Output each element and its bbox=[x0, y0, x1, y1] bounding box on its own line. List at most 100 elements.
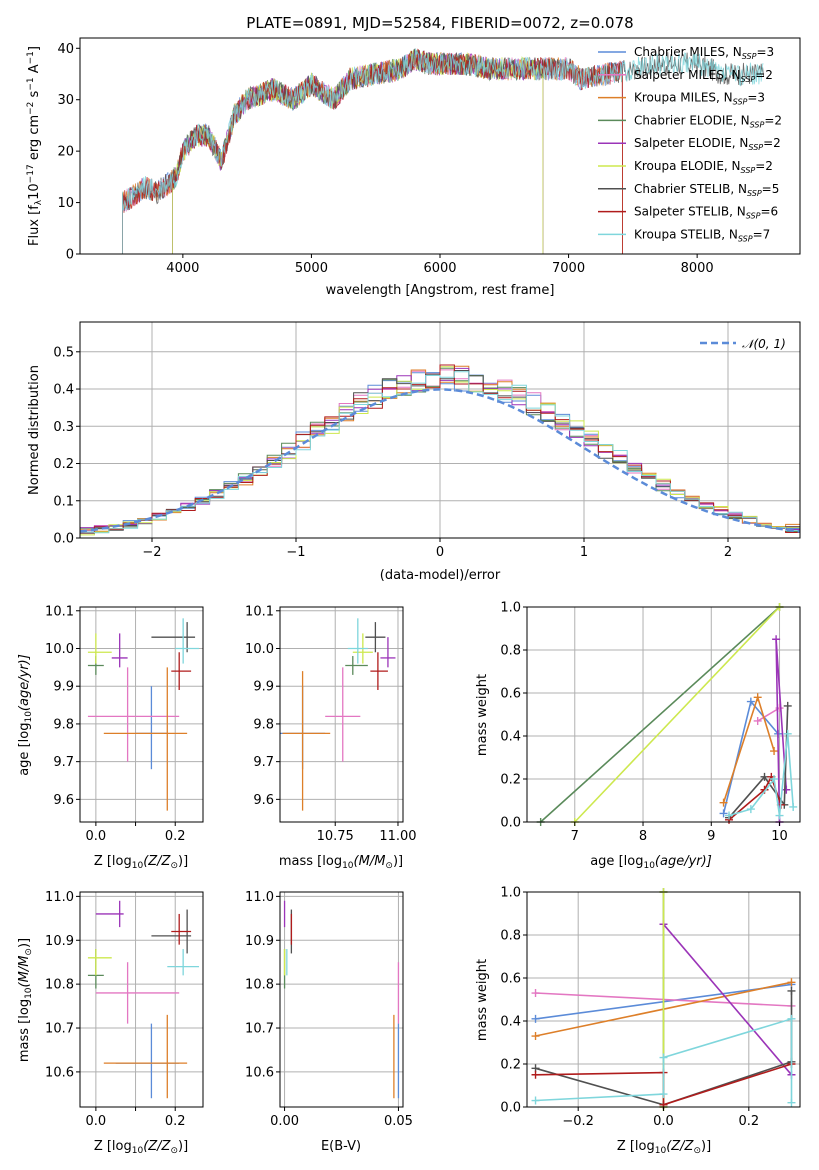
legend-entry-label: Salpeter STELIB, NSSP=6 bbox=[634, 205, 778, 221]
mass-x-label-part: ⊙ bbox=[385, 861, 393, 871]
legend-text: Chabrier STELIB, N bbox=[634, 182, 747, 196]
weight-vs-z-y-label: mass weight bbox=[475, 959, 490, 1041]
legend-text: Kroupa ELODIE, N bbox=[634, 159, 741, 173]
mass-x-label-part: mass [log bbox=[279, 854, 342, 869]
x-tick-label: 10.75 bbox=[317, 829, 354, 844]
x-tick-label: 0.2 bbox=[165, 1114, 186, 1129]
weight-series-line bbox=[540, 606, 781, 823]
y-tick-label: 10.1 bbox=[45, 604, 74, 619]
spectrum-series-group bbox=[122, 47, 764, 254]
weight-series-line bbox=[757, 707, 780, 722]
mass-y-label-part: (M/M bbox=[17, 956, 32, 988]
y-tick-label: 10.7 bbox=[45, 1022, 74, 1037]
spectrum-y-label-part: −17 bbox=[26, 164, 36, 183]
legend-subscript: SSP bbox=[746, 212, 761, 221]
spectrum-y-label-part: Flux [f bbox=[27, 205, 42, 246]
weight-point-marker bbox=[719, 809, 728, 818]
legend-subscript: SSP bbox=[741, 166, 756, 175]
weight-vs-metallicity-marks: −0.2 0.0 0.2 0.0 0.2 0.4 0.6 0.8 1.0 bbox=[500, 886, 801, 1129]
weight-point-marker bbox=[787, 986, 796, 995]
x-tick-label: −0.2 bbox=[562, 1114, 594, 1129]
y-tick-label: 9.8 bbox=[53, 717, 74, 732]
weight-point-marker bbox=[787, 1098, 796, 1107]
normal-legend-label: 𝒩(0, 1) bbox=[742, 337, 786, 351]
spectrum-y-label: Flux [fλ10−17 erg cm−2 s−1 A−1] bbox=[26, 46, 44, 246]
weight-point-marker bbox=[787, 978, 796, 987]
x-tick-label: 1 bbox=[580, 545, 588, 560]
legend-text: =2 bbox=[755, 68, 773, 82]
spectrum-y-label-part: 10 bbox=[27, 183, 42, 200]
age-vs-z-x-label-part: ⊙ bbox=[170, 861, 178, 871]
weight-point-marker bbox=[659, 1053, 668, 1062]
legend-entry-label: Chabrier STELIB, NSSP=5 bbox=[634, 182, 779, 198]
mass-x-label-part: )] bbox=[393, 854, 403, 869]
legend-text: Kroupa STELIB, N bbox=[634, 227, 738, 241]
weight-point-marker bbox=[789, 802, 798, 811]
mass-y-label-part: ⊙ bbox=[24, 948, 34, 956]
residual-y-label: Normed distribution bbox=[27, 365, 42, 495]
mass-vs-z-x-label-part: 10 bbox=[132, 1146, 144, 1156]
y-tick-label: 10.9 bbox=[45, 934, 74, 949]
y-tick-label: 10.1 bbox=[245, 604, 274, 619]
legend-entry-label: Kroupa MILES, NSSP=3 bbox=[634, 91, 765, 107]
y-tick-label: 0.5 bbox=[53, 345, 74, 360]
age-vs-mass-x-label: mass [log10(M/M⊙)] bbox=[279, 854, 403, 871]
x-tick-label: 11.00 bbox=[379, 829, 416, 844]
legend-subscript: SSP bbox=[747, 189, 762, 198]
weight-point-marker bbox=[783, 729, 792, 738]
mass-y-label-part: 10 bbox=[24, 987, 34, 999]
weight-point-marker bbox=[753, 716, 762, 725]
y-tick-label: 9.9 bbox=[253, 680, 274, 695]
weight-point-marker bbox=[719, 798, 728, 807]
normal-curve bbox=[79, 388, 801, 533]
y-tick-label: 0.0 bbox=[500, 816, 521, 831]
legend-text: =2 bbox=[763, 136, 781, 150]
legend-subscript: SSP bbox=[748, 143, 763, 152]
y-tick-label: 10.8 bbox=[45, 978, 74, 993]
y-tick-label: 11.0 bbox=[45, 890, 74, 905]
x-tick-label: 0.2 bbox=[165, 829, 186, 844]
x-tick-label: 7 bbox=[571, 829, 579, 844]
age-y-label-part: age [log bbox=[17, 723, 32, 776]
y-tick-label: 0.3 bbox=[53, 420, 74, 435]
legend-text: Salpeter MILES, N bbox=[634, 68, 741, 82]
spectrum-y-label-part: −1 bbox=[26, 51, 36, 64]
weight-series-line bbox=[574, 606, 781, 823]
age-x-label-part: age [log bbox=[590, 854, 643, 869]
axes-frame bbox=[526, 606, 801, 823]
mass-vs-z-x-label-part: Z [log bbox=[94, 1139, 132, 1154]
y-tick-label: 0.8 bbox=[500, 644, 521, 659]
y-tick-label: 10.9 bbox=[245, 934, 274, 949]
legend-entry-label: Chabrier ELODIE, NSSP=2 bbox=[634, 113, 782, 129]
y-tick-label: 10.0 bbox=[245, 642, 274, 657]
x-tick-label: 4000 bbox=[166, 261, 199, 276]
axes-frame bbox=[279, 606, 404, 823]
axes-frame bbox=[79, 891, 204, 1108]
age-y-label-part: (age/yr)] bbox=[17, 654, 32, 711]
y-tick-label: 9.6 bbox=[253, 793, 274, 808]
age-y-label-part: 10 bbox=[24, 711, 34, 723]
weight-vs-age-x-label: age [log10(age/yr)] bbox=[590, 854, 712, 871]
legend-text: Salpeter ELODIE, N bbox=[634, 136, 748, 150]
weight-vs-age-y-label: mass weight bbox=[475, 674, 490, 756]
spectrum-y-label-part: s bbox=[27, 90, 42, 101]
age-vs-metallicity-panel: 0.0 0.29.69.79.89.910.010.1 Z [log10(Z/Z⊙… bbox=[17, 604, 204, 871]
spectrum-x-label: wavelength [Angstrom, rest frame] bbox=[326, 283, 555, 298]
y-tick-label: 9.8 bbox=[253, 717, 274, 732]
weight-point-marker bbox=[531, 1014, 540, 1023]
x-tick-label: 0 bbox=[436, 545, 444, 560]
residual-axes: −2 −1 0 1 2 0.0 0.1 0.2 0.3 0.4 0.5 bbox=[53, 321, 801, 560]
spectrum-y-label-part: −2 bbox=[26, 102, 36, 115]
age-vs-z-x-label-part: )] bbox=[178, 854, 188, 869]
weight-point-marker bbox=[746, 697, 755, 706]
axes-frame bbox=[279, 891, 404, 1108]
spectrum-y-label-part: erg cm bbox=[27, 115, 42, 164]
weight-vs-age-marks: 7 8 9 10 0.0 0.2 0.4 0.6 0.8 1.0 bbox=[500, 601, 801, 844]
legend-text: Salpeter STELIB, N bbox=[634, 205, 746, 219]
age-vs-z-x-label-part: Z [log bbox=[94, 854, 132, 869]
legend-subscript: SSP bbox=[750, 120, 765, 129]
mass-vs-z-x-label-part: ⊙ bbox=[170, 1146, 178, 1156]
weight-point-marker bbox=[531, 1070, 540, 1079]
